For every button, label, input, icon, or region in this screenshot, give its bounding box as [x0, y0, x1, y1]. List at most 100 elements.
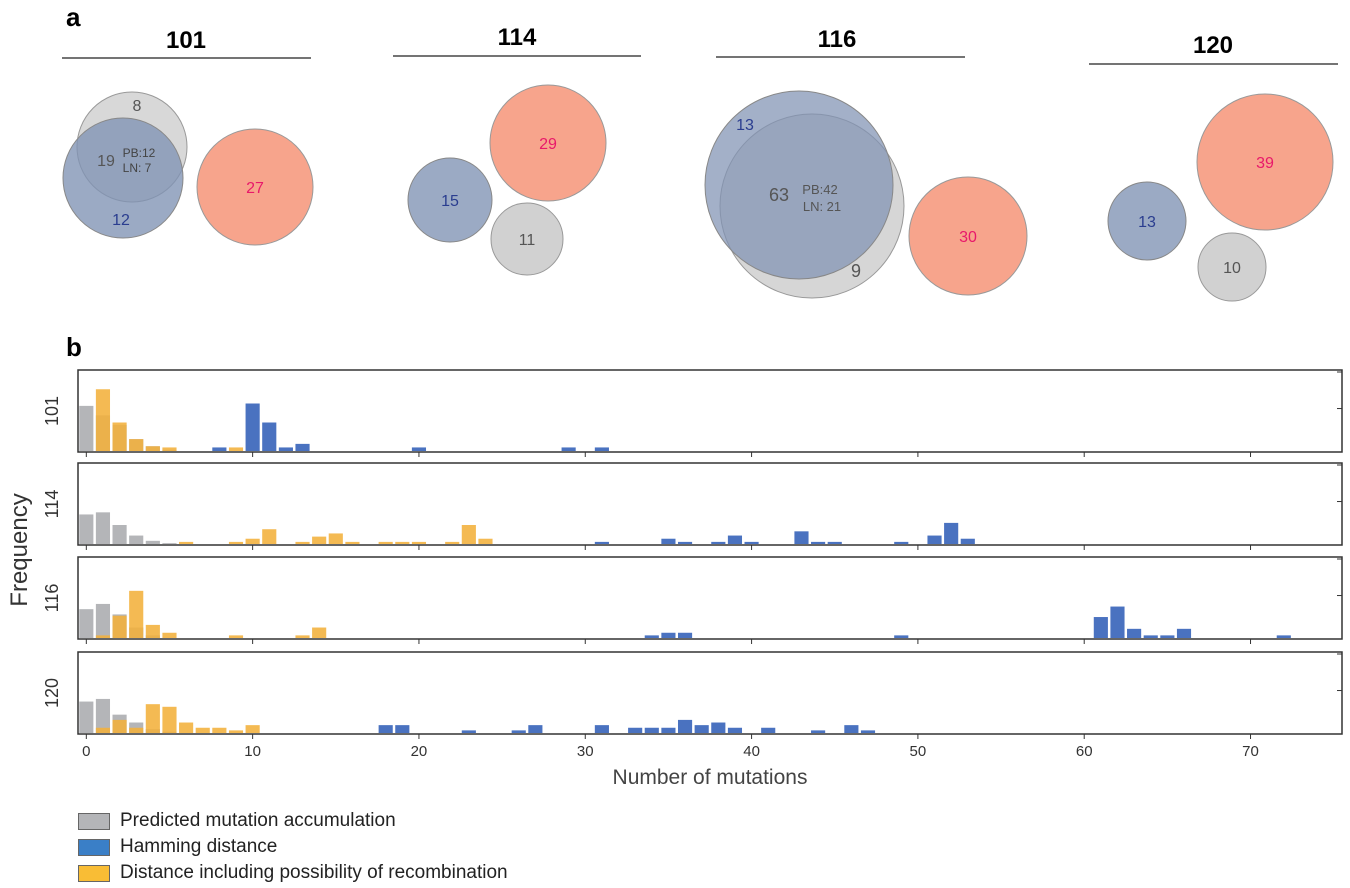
- bar: [129, 439, 144, 451]
- legend-swatch-hamming: [78, 838, 110, 856]
- bar: [528, 725, 543, 733]
- bar: [79, 609, 94, 638]
- bar: [95, 635, 111, 638]
- panel-frame: [77, 556, 1343, 640]
- x-tick-label: 0: [82, 743, 90, 760]
- bar: [561, 447, 576, 451]
- histogram-panels: 101 114 116 120 0 10 20 30 40 50 60 70: [42, 369, 1343, 760]
- venn-101: 101 8 19 PB:12 LN: 7 12 27: [62, 27, 314, 246]
- legend-item-predicted: Predicted mutation accumulation: [78, 808, 508, 834]
- bar: [262, 529, 277, 544]
- venn-circle-recombination: [489, 84, 607, 202]
- venn-circle-predicted: [490, 202, 564, 276]
- bar: [827, 541, 842, 544]
- venn-circle-hamming: [407, 157, 493, 243]
- venn-count-gray: 11: [519, 232, 536, 249]
- bar: [677, 541, 693, 544]
- bar: [395, 725, 410, 733]
- legend-item-hamming: Hamming distance: [78, 834, 508, 860]
- bar: [79, 405, 94, 451]
- bar: [927, 535, 942, 544]
- venn-count-gray: 8: [133, 98, 142, 115]
- bar: [95, 727, 111, 733]
- panel-label: 114: [42, 490, 62, 519]
- bar: [95, 512, 111, 544]
- bar: [245, 403, 260, 451]
- bar: [1176, 628, 1192, 638]
- bar: [162, 447, 177, 451]
- venn-circle-recombination: [1196, 93, 1334, 231]
- bar: [411, 541, 427, 544]
- bar: [112, 525, 127, 544]
- bar: [811, 541, 826, 544]
- bar: [228, 447, 244, 451]
- bar: [727, 727, 743, 733]
- venn-overlap-ln: LN: 7: [123, 161, 152, 175]
- venn-count-blue: 13: [1138, 214, 1156, 231]
- bar: [1276, 635, 1291, 638]
- venn-circle-hamming: [62, 117, 184, 239]
- bar: [628, 727, 643, 733]
- bar: [661, 632, 676, 638]
- bar: [145, 540, 160, 544]
- x-tick-label: 50: [910, 743, 927, 760]
- histogram-panel-101: 101: [42, 369, 1343, 457]
- venn-circle-predicted: [1197, 232, 1267, 302]
- bar: [95, 603, 111, 638]
- bar: [95, 389, 111, 451]
- y-axis-title: Frequency: [6, 493, 33, 606]
- venn-circle-hamming: [704, 90, 894, 280]
- bar: [794, 531, 809, 544]
- bar: [461, 730, 476, 733]
- bar: [445, 541, 460, 544]
- bar: [345, 541, 360, 544]
- venn-title: 114: [498, 24, 537, 51]
- bar: [661, 727, 676, 733]
- bar: [594, 541, 609, 544]
- bar: [711, 722, 726, 733]
- bar: [228, 730, 244, 733]
- bar: [95, 698, 111, 733]
- venn-circle-recombination: [196, 128, 314, 246]
- bar: [594, 725, 609, 733]
- bar: [179, 722, 194, 733]
- bar: [661, 538, 676, 544]
- bar: [212, 727, 227, 733]
- bar: [295, 443, 310, 451]
- bar: [894, 541, 909, 544]
- bar: [262, 422, 277, 451]
- bar: [860, 730, 876, 733]
- panel-label: 101: [42, 396, 62, 426]
- bar: [112, 615, 127, 638]
- bar: [694, 725, 709, 733]
- venn-116: 116 13 63 PB:42 LN: 21 9 30: [704, 26, 1028, 299]
- venn-120: 120 39 13 10: [1089, 32, 1338, 302]
- bar: [79, 514, 94, 544]
- x-axis-title: Number of mutations: [613, 766, 808, 789]
- bar: [811, 730, 826, 733]
- x-tick-label: 20: [411, 743, 428, 760]
- legend-label: Hamming distance: [120, 836, 278, 857]
- bar: [312, 627, 327, 638]
- venn-overlap-pb: PB:12: [123, 146, 156, 160]
- bar: [112, 422, 127, 451]
- bar: [1110, 606, 1125, 638]
- bar: [1143, 635, 1158, 638]
- bar: [162, 543, 177, 544]
- bar: [511, 730, 526, 733]
- bar: [461, 525, 476, 544]
- panel-frame: [77, 369, 1343, 453]
- venn-title: 116: [818, 26, 857, 53]
- bar: [378, 541, 393, 544]
- panel-frame: [77, 651, 1343, 735]
- bar: [245, 538, 260, 544]
- bar: [894, 635, 909, 638]
- venn-count-overlap: 63: [769, 185, 789, 205]
- x-tick-label: 60: [1076, 743, 1093, 760]
- venn-114: 114 29 15 11: [393, 24, 641, 276]
- venn-count-blue: 12: [112, 212, 130, 229]
- histogram-panel-120: 120: [42, 651, 1343, 739]
- venn-overlap-pb: PB:42: [802, 182, 837, 197]
- venn-count-salmon: 30: [959, 229, 977, 246]
